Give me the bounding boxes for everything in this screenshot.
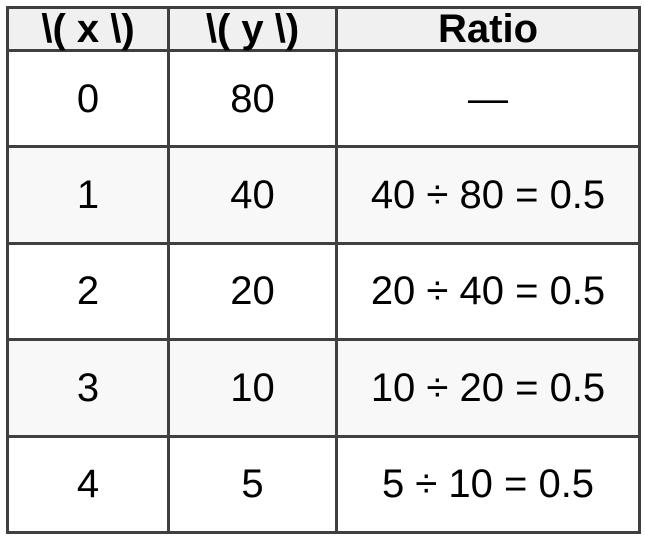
- table-row: 2 20 20 ÷ 40 = 0.5: [6, 241, 641, 342]
- cell-ratio: 5 ÷ 10 = 0.5: [335, 434, 641, 535]
- cell-x: 1: [6, 145, 170, 245]
- cell-ratio: 20 ÷ 40 = 0.5: [335, 241, 641, 342]
- column-header-x: \( x \): [6, 6, 170, 52]
- cell-ratio: —: [335, 48, 641, 149]
- column-header-y: \( y \): [167, 6, 338, 52]
- cell-ratio: 10 ÷ 20 = 0.5: [335, 338, 641, 438]
- table-body: 0 80 — 1 40 40 ÷ 80 = 0.5 2 20 20 ÷ 40 =…: [6, 48, 641, 535]
- table-row: 4 5 5 ÷ 10 = 0.5: [6, 434, 641, 535]
- cell-y: 5: [167, 434, 338, 535]
- cell-x: 2: [6, 241, 170, 342]
- cell-y: 80: [167, 48, 338, 149]
- cell-x: 3: [6, 338, 170, 438]
- column-header-ratio: Ratio: [335, 6, 641, 52]
- ratio-table: \( x \) \( y \) Ratio 0 80 — 1 40 40 ÷ 8…: [6, 6, 641, 535]
- table-row: 3 10 10 ÷ 20 = 0.5: [6, 338, 641, 438]
- cell-y: 20: [167, 241, 338, 342]
- cell-x: 4: [6, 434, 170, 535]
- cell-y: 40: [167, 145, 338, 245]
- table-row: 0 80 —: [6, 48, 641, 149]
- cell-ratio: 40 ÷ 80 = 0.5: [335, 145, 641, 245]
- table-row: 1 40 40 ÷ 80 = 0.5: [6, 145, 641, 245]
- cell-x: 0: [6, 48, 170, 149]
- table-header-row: \( x \) \( y \) Ratio: [6, 6, 641, 52]
- cell-y: 10: [167, 338, 338, 438]
- table-row: \( x \) \( y \) Ratio: [6, 6, 641, 52]
